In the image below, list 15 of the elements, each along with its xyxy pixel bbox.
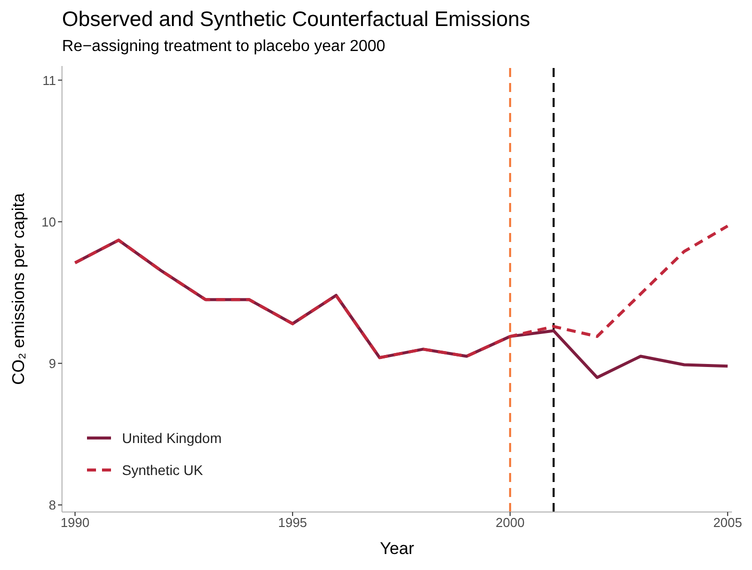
- chart-subtitle: Re−assigning treatment to placebo year 2000: [61, 37, 386, 56]
- x-tick-label: 1990: [60, 515, 90, 530]
- x-tick-label: 2000: [496, 515, 525, 530]
- x-tick-label: 1995: [278, 515, 308, 530]
- y-tick-label: 9: [48, 356, 56, 371]
- legend-label: Synthetic UK: [122, 462, 203, 478]
- chart-title: Observed and Synthetic Counterfactual Emissions: [61, 7, 532, 32]
- y-axis-title: CO₂ emissions per capita: [9, 192, 28, 385]
- y-tick-label: 11: [42, 72, 56, 88]
- legend-label: United Kingdom: [122, 430, 222, 446]
- line-series: [74, 224, 730, 360]
- x-tick-label: 2005: [713, 515, 742, 530]
- y-tick-label: 10: [42, 214, 56, 230]
- y-tick-label: 8: [48, 498, 56, 513]
- x-axis-title: Year: [380, 539, 415, 558]
